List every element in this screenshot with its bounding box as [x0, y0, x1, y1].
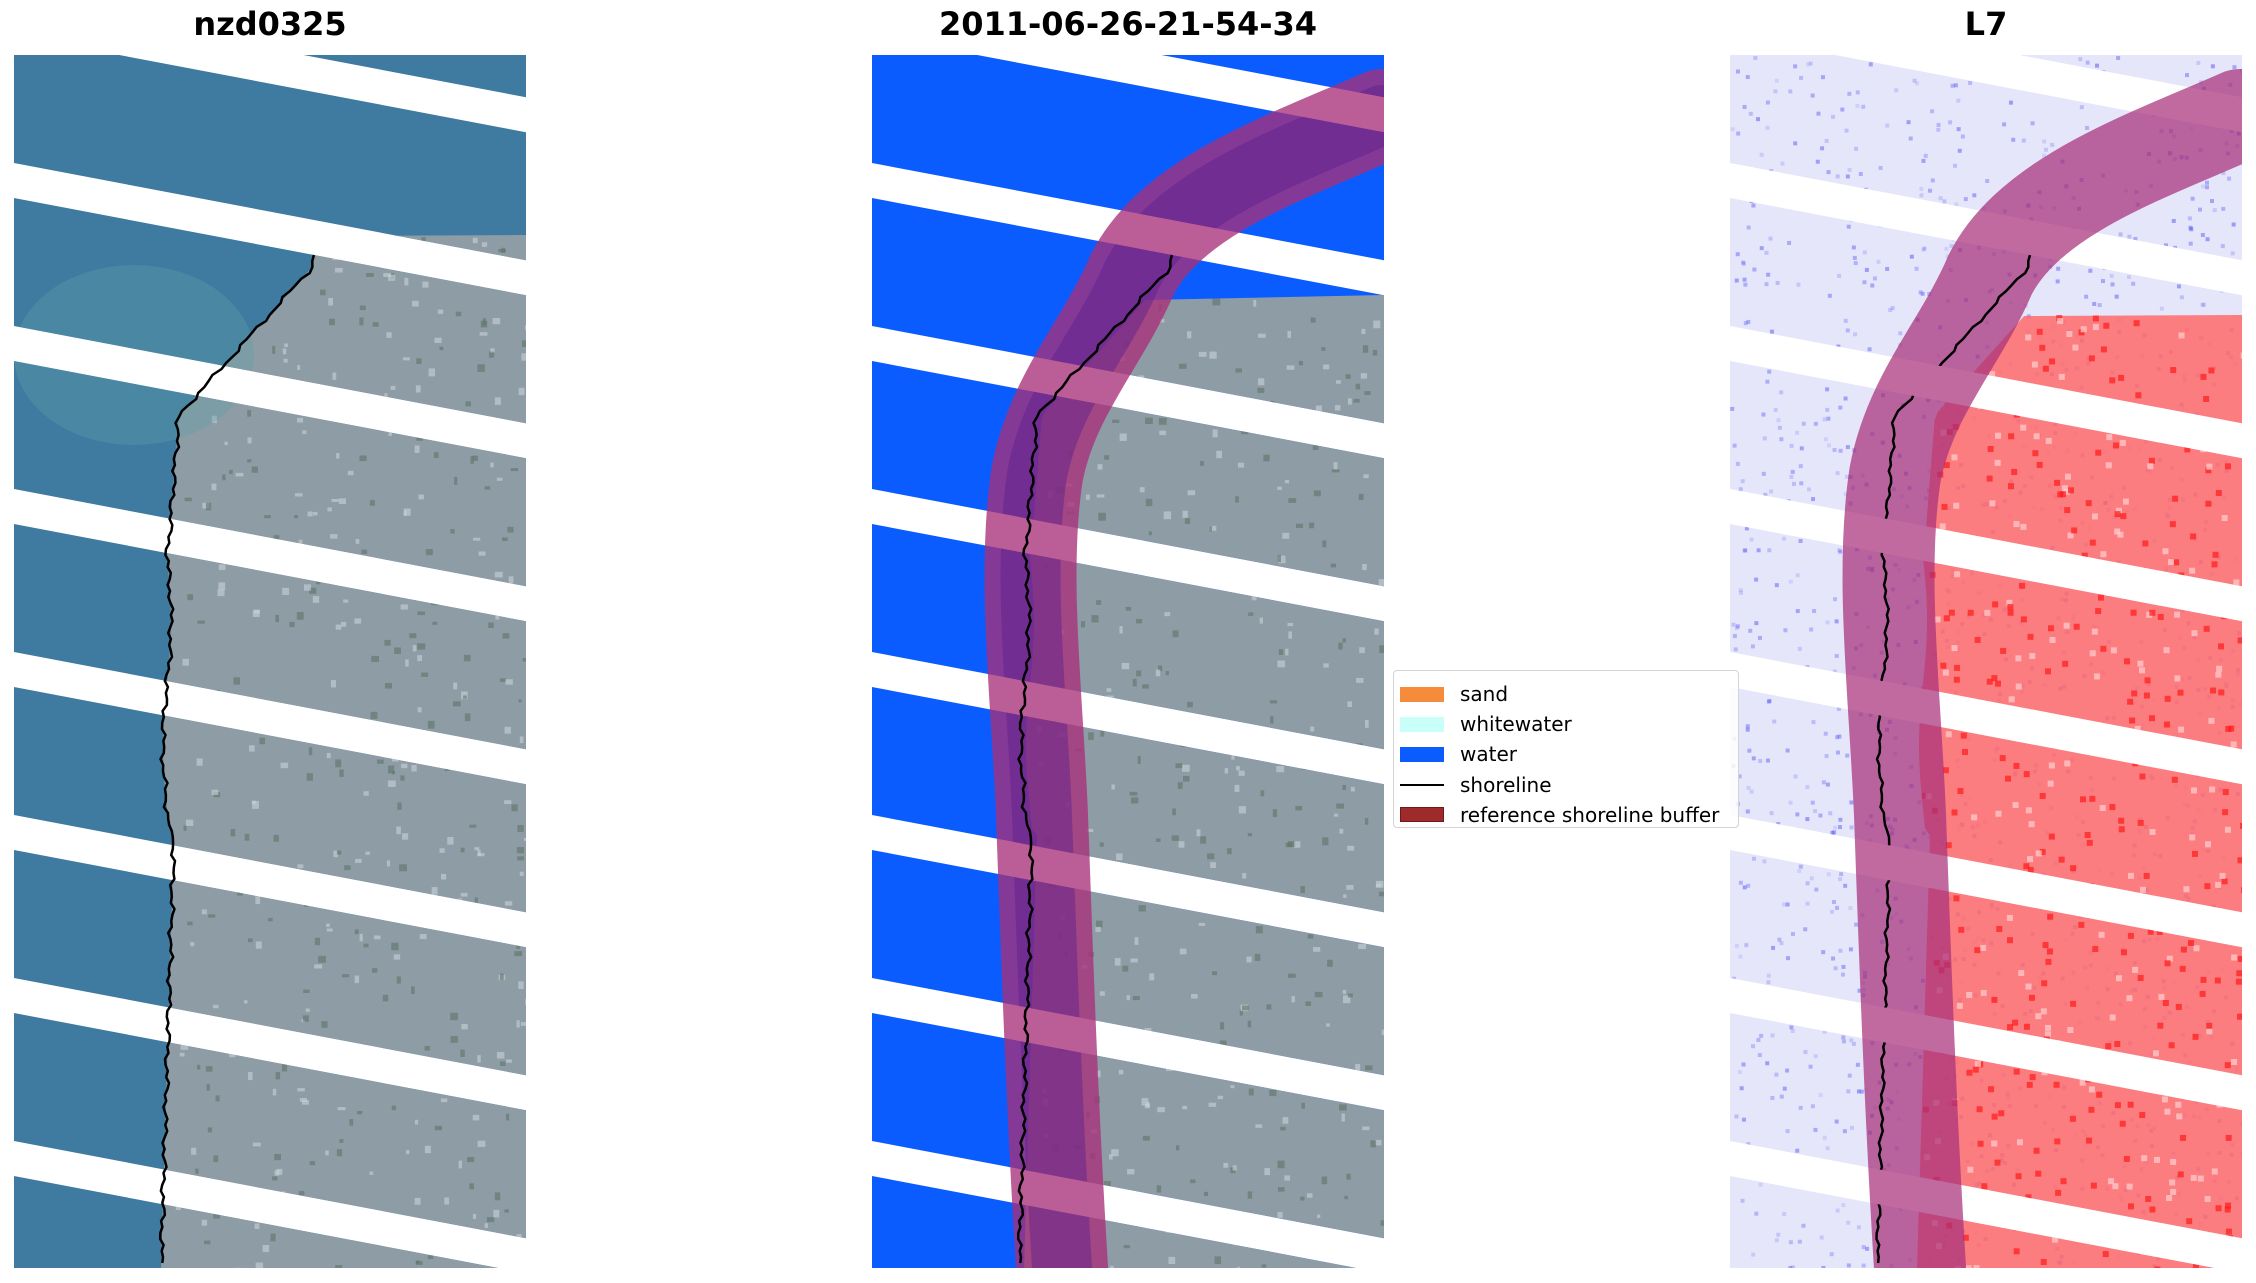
water-swatch [1400, 747, 1444, 762]
legend-label: reference shoreline buffer [1460, 803, 1719, 827]
panel-title-classified: 2011-06-26-21-54-34 [872, 4, 1384, 44]
legend-item-whitewater: whitewater [1400, 709, 1730, 739]
image-bands [14, 55, 526, 1268]
shoreline-line-swatch [1400, 784, 1444, 786]
legend-label: sand [1460, 682, 1508, 706]
classified-image-panel [872, 55, 1384, 1268]
water-index-image [1730, 55, 2242, 1268]
rgb-satellite-image [14, 55, 526, 1268]
legend-label: shoreline [1460, 773, 1552, 797]
legend-item-water: water [1400, 739, 1730, 769]
panel-title-rgb: nzd0325 [14, 4, 526, 44]
legend: sand whitewater water shoreline referenc… [1393, 670, 1739, 828]
index-image-panel [1730, 55, 2242, 1268]
legend-label: water [1460, 742, 1517, 766]
legend-item-buffer: reference shoreline buffer [1400, 800, 1730, 830]
legend-item-sand: sand [1400, 679, 1730, 709]
buffer-swatch [1400, 807, 1444, 822]
legend-item-shoreline: shoreline [1400, 770, 1730, 800]
sand-swatch [1400, 687, 1444, 702]
whitewater-swatch [1400, 717, 1444, 732]
legend-label: whitewater [1460, 712, 1572, 736]
classified-satellite-image [872, 55, 1384, 1268]
panel-title-index: L7 [1730, 4, 2242, 44]
rgb-image-panel [14, 55, 526, 1268]
